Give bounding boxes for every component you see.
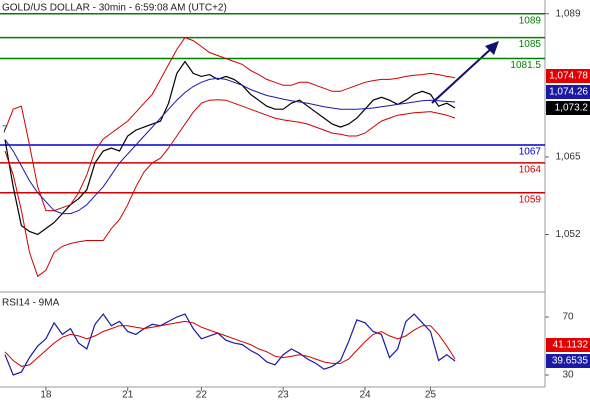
value-box-label: 1,074.26 <box>549 87 588 98</box>
value-box <box>546 85 590 100</box>
y-tick-label: 70 <box>562 312 574 323</box>
series-line <box>4 313 456 376</box>
value-box <box>546 101 590 116</box>
x-tick-label: 24 <box>359 390 371 400</box>
y-tick-label: 1,052 <box>555 229 580 240</box>
value-box-label: 41.1132 <box>553 340 589 351</box>
left-label: 7 <box>2 125 8 136</box>
level-label: 1067 <box>519 147 542 158</box>
value-box-label: 39.6535 <box>552 356 589 367</box>
series-line <box>4 320 456 367</box>
level-label: 1064 <box>519 165 542 176</box>
x-tick-label: 21 <box>122 390 134 400</box>
x-tick-label: 25 <box>425 390 437 400</box>
series-line <box>4 77 456 215</box>
panel-title: RSI14 - 9MA <box>2 298 60 309</box>
level-label: 1081.5 <box>510 60 541 71</box>
y-tick-label: 1,065 <box>555 152 580 163</box>
level-label: 1089 <box>519 15 542 26</box>
x-tick-label: 23 <box>278 390 290 400</box>
panel-title: GOLD/US DOLLAR - 30min - 6:59:08 AM (UTC… <box>2 3 227 14</box>
value-box <box>546 69 590 84</box>
y-tick-label: 1,089 <box>555 8 580 19</box>
y-tick-label: 30 <box>562 370 574 381</box>
level-label: 1059 <box>519 194 542 205</box>
x-tick-label: 22 <box>196 390 208 400</box>
series-line <box>4 99 456 278</box>
forecast-arrow <box>431 41 499 104</box>
value-box-label: 1,073.2 <box>555 103 589 114</box>
level-label: 1085 <box>519 39 542 50</box>
series-line <box>4 60 456 236</box>
value-box-label: 1,074.78 <box>549 71 588 82</box>
series-line <box>4 36 456 212</box>
value-box <box>546 354 590 369</box>
x-tick-label: 18 <box>40 390 52 400</box>
value-box <box>546 338 590 353</box>
